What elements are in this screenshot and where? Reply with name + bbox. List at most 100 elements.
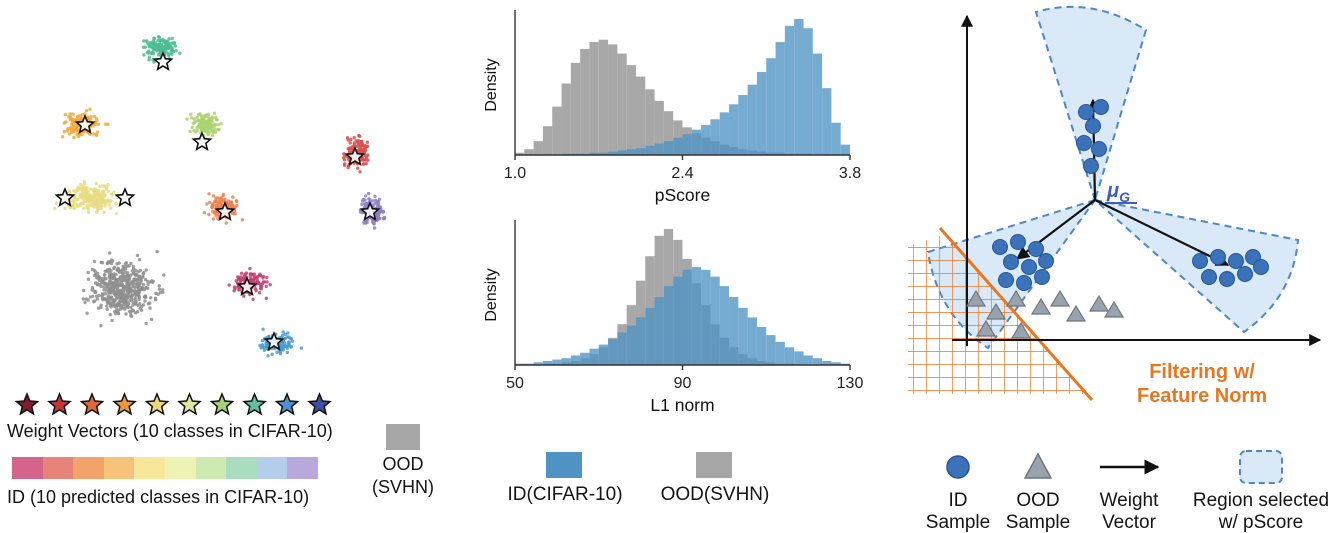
scatter-point <box>266 354 270 358</box>
scatter-point <box>190 125 194 130</box>
legend-ood-label: OOD(SVHN) <box>660 484 770 505</box>
scatter-point <box>105 268 110 272</box>
scatter-point <box>86 277 91 281</box>
scatter-point <box>349 137 353 142</box>
filtering-label-line2: Feature Norm <box>1137 385 1267 407</box>
scatter-point <box>88 193 92 197</box>
scatter-point <box>116 302 120 306</box>
scatter-point <box>95 118 99 123</box>
scatter-point <box>92 259 97 264</box>
scatter-point <box>366 158 370 162</box>
id-sample-dot <box>998 272 1014 288</box>
scatter-point <box>128 295 132 299</box>
scatter-point <box>143 45 147 49</box>
id-sample-dot <box>1192 253 1208 269</box>
scatter-point <box>155 249 159 254</box>
scatter-point <box>92 188 96 192</box>
scatter-point <box>95 297 100 301</box>
scatter-point <box>97 293 101 298</box>
scatter-point <box>120 274 125 278</box>
scatter-point <box>141 283 146 287</box>
scatter-point <box>372 226 377 230</box>
scatter-point <box>142 295 147 299</box>
legend-star <box>242 392 267 416</box>
scatter-point <box>170 41 175 45</box>
scatter-point <box>63 206 67 211</box>
scatter-point <box>86 270 90 275</box>
scatter-point <box>123 270 128 274</box>
scatter-point <box>158 290 162 295</box>
hist-bar-id <box>608 151 618 155</box>
scatter-point <box>260 282 264 286</box>
id-sample-dot <box>1085 118 1101 134</box>
scatter-point <box>155 43 159 47</box>
hist-bar-ood <box>598 39 609 155</box>
scatter-point <box>67 190 71 195</box>
scatter-point <box>113 303 117 307</box>
legend-star <box>177 392 202 416</box>
scatter-point <box>93 195 97 200</box>
scatter-point <box>114 272 118 277</box>
scatter-point <box>82 206 86 210</box>
hist-bar-id <box>580 352 590 365</box>
scatter-point <box>95 192 99 196</box>
scatter-point <box>261 327 265 331</box>
scatter-point <box>161 288 165 292</box>
hist-bar-id <box>589 348 599 365</box>
scatter-point <box>120 297 124 301</box>
scatter-point <box>92 192 96 197</box>
x-tick-label: 50 <box>506 375 524 392</box>
scatter-point <box>211 203 215 207</box>
scatter-point <box>131 293 135 297</box>
panel-histograms: 1.0 2.4 3.8 pScore Density 50 90 130 L1 norm Den… <box>460 0 880 533</box>
scatter-point <box>152 36 156 41</box>
scatter-point <box>143 278 148 282</box>
scatter-point <box>54 201 59 205</box>
scatter-point <box>371 199 375 203</box>
scatter-point <box>212 125 216 129</box>
scatter-point <box>80 116 84 121</box>
hist-bar-ood <box>552 106 562 155</box>
legend-id-label: ID(CIFAR-10) <box>507 484 623 505</box>
scatter-point <box>185 117 189 121</box>
scatter-point <box>116 281 120 285</box>
hist-bar-id <box>822 88 832 155</box>
scatter-point <box>88 107 92 111</box>
scatter-point <box>90 286 95 290</box>
scatter-point <box>212 211 216 215</box>
id-sample-dot <box>1253 259 1269 275</box>
scatter-point <box>85 311 89 315</box>
hist-bar-id <box>738 95 748 155</box>
scatter-point <box>129 313 133 318</box>
scatter-point <box>72 135 76 140</box>
legend-ood-line1: OOD <box>1016 490 1059 511</box>
hist-bar-id <box>617 150 627 155</box>
scatter-point <box>77 186 82 190</box>
hist-bar-id <box>831 122 841 155</box>
scatter-point <box>94 133 99 137</box>
scatter-point <box>219 204 224 208</box>
scatter-point <box>88 187 93 191</box>
scatter-point <box>84 109 89 113</box>
id-color-swatch <box>546 452 582 478</box>
scatter-point <box>195 115 199 120</box>
scatter-point <box>105 304 109 308</box>
scatter-point <box>265 280 269 284</box>
hist-bar-ood <box>570 62 581 155</box>
scatter-point <box>131 303 135 307</box>
scatter-point <box>248 266 252 271</box>
hist-bar-ood <box>635 76 646 155</box>
scatter-point <box>158 43 162 47</box>
ood-sample-triangle <box>985 302 1007 320</box>
hist-bar-id <box>803 28 813 155</box>
legend-star <box>307 392 332 416</box>
scatter-point <box>216 127 220 132</box>
scatter-point <box>147 55 151 59</box>
scatter-point <box>109 206 113 210</box>
scatter-point <box>67 114 71 119</box>
scatter-point <box>257 291 262 295</box>
scatter-point <box>342 152 346 156</box>
x-tick-label: 1.0 <box>504 165 526 182</box>
hist-bar-id <box>635 317 646 365</box>
scatter-point <box>103 276 107 281</box>
